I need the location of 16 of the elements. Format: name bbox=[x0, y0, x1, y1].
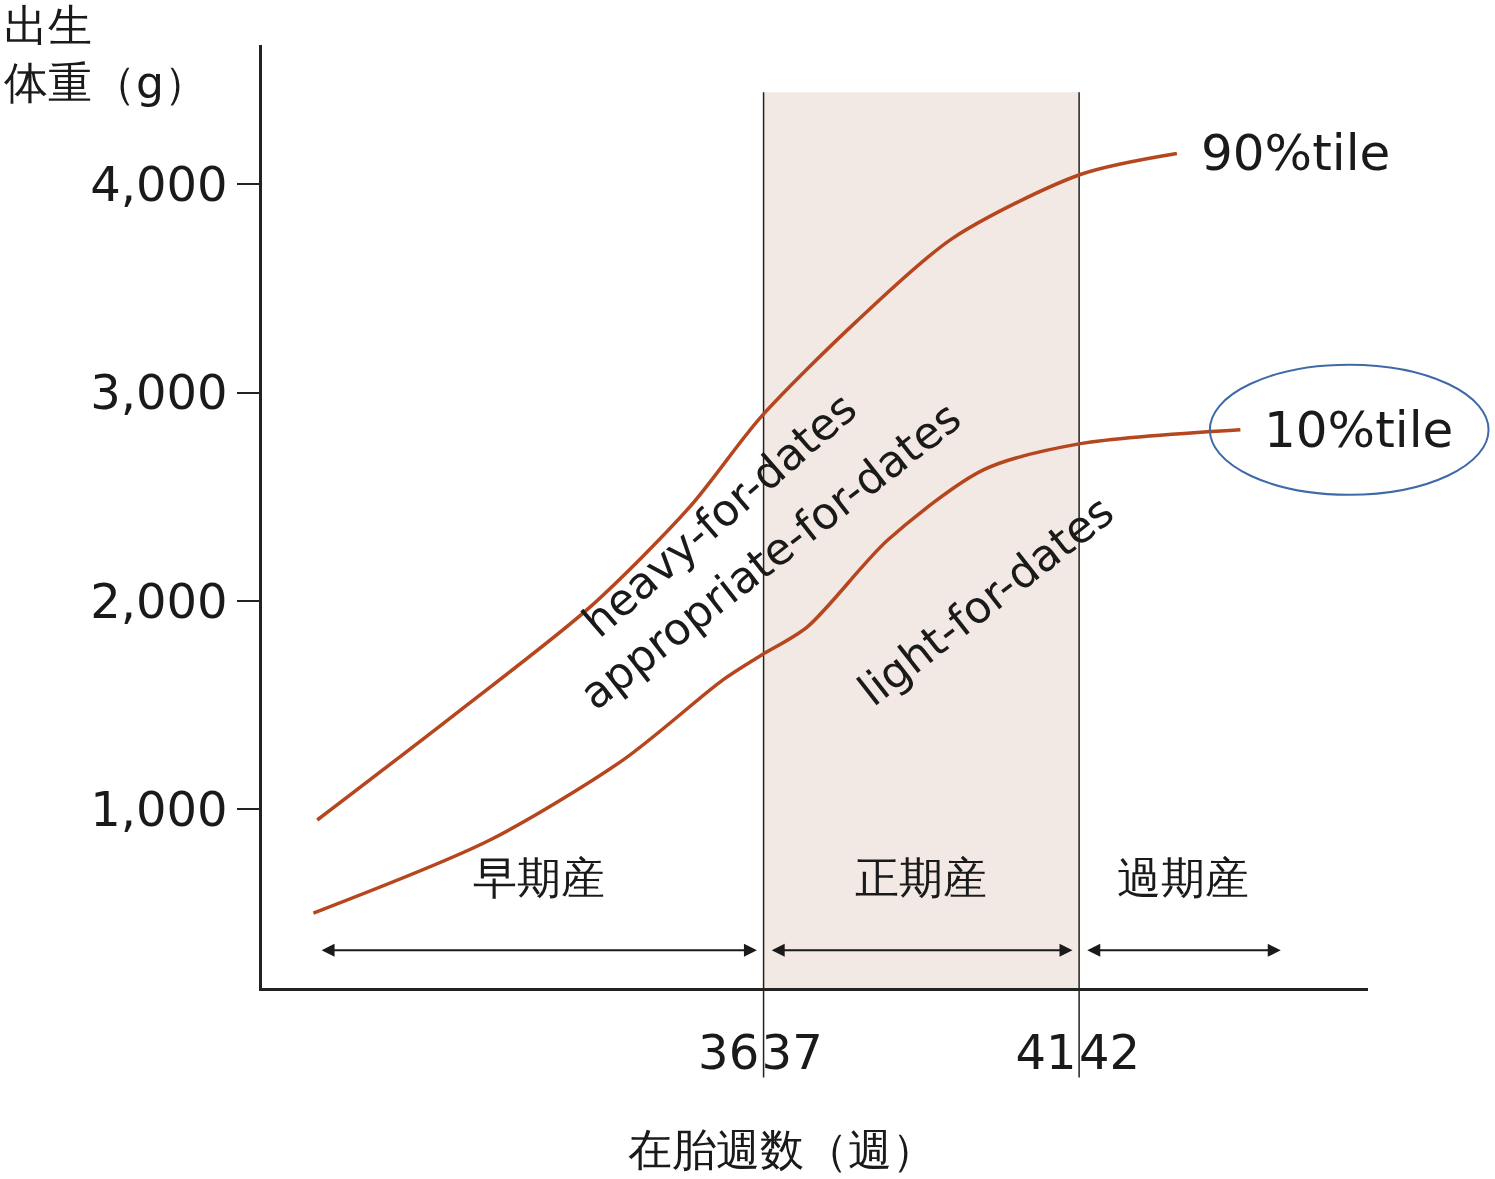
x-axis-title: 在胎週数（週） bbox=[628, 1124, 936, 1175]
annotation: 正期産 bbox=[855, 852, 987, 903]
x-tick-label: 42 bbox=[1079, 1024, 1141, 1080]
line-series bbox=[315, 151, 1179, 822]
x-tick-label: 41 bbox=[1015, 1024, 1077, 1080]
series-label: 10%tile bbox=[1264, 401, 1454, 459]
y-tick-label: 4,000 bbox=[90, 156, 228, 213]
series-label: 90%tile bbox=[1201, 124, 1391, 182]
y-tick-label: 3,000 bbox=[90, 364, 228, 421]
y-tick-label: 1,000 bbox=[90, 780, 228, 837]
annotation: 過期産 bbox=[1117, 852, 1249, 903]
x-tick-label: 36 bbox=[698, 1024, 760, 1080]
y-tick-label: 2,000 bbox=[90, 572, 228, 629]
x-tick-label: 37 bbox=[761, 1024, 823, 1080]
y-axis-title: 出生体重（g） bbox=[4, 0, 208, 109]
annotation: 早期産 bbox=[473, 852, 605, 903]
